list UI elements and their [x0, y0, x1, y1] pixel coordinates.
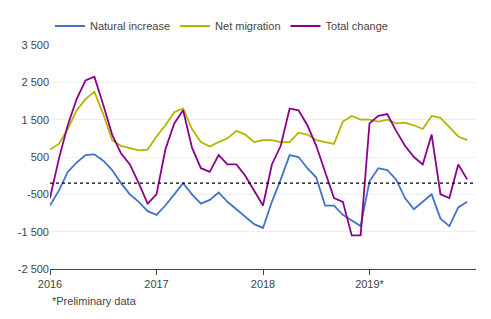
svg-text:-500: -500: [27, 188, 49, 200]
svg-text:-2 500: -2 500: [18, 263, 49, 275]
svg-text:2017: 2017: [144, 278, 168, 290]
svg-text:1 500: 1 500: [21, 114, 49, 126]
svg-text:2018: 2018: [251, 278, 275, 290]
svg-text:-1 500: -1 500: [18, 226, 49, 238]
svg-text:*Preliminary data: *Preliminary data: [52, 295, 137, 307]
svg-text:2019*: 2019*: [355, 278, 384, 290]
svg-text:2 500: 2 500: [21, 76, 49, 88]
svg-text:Natural increase: Natural increase: [90, 20, 170, 32]
svg-text:3 500: 3 500: [21, 39, 49, 51]
svg-text:500: 500: [31, 151, 49, 163]
svg-text:2016: 2016: [38, 278, 62, 290]
svg-text:Total change: Total change: [326, 20, 388, 32]
svg-text:Net migration: Net migration: [215, 20, 280, 32]
